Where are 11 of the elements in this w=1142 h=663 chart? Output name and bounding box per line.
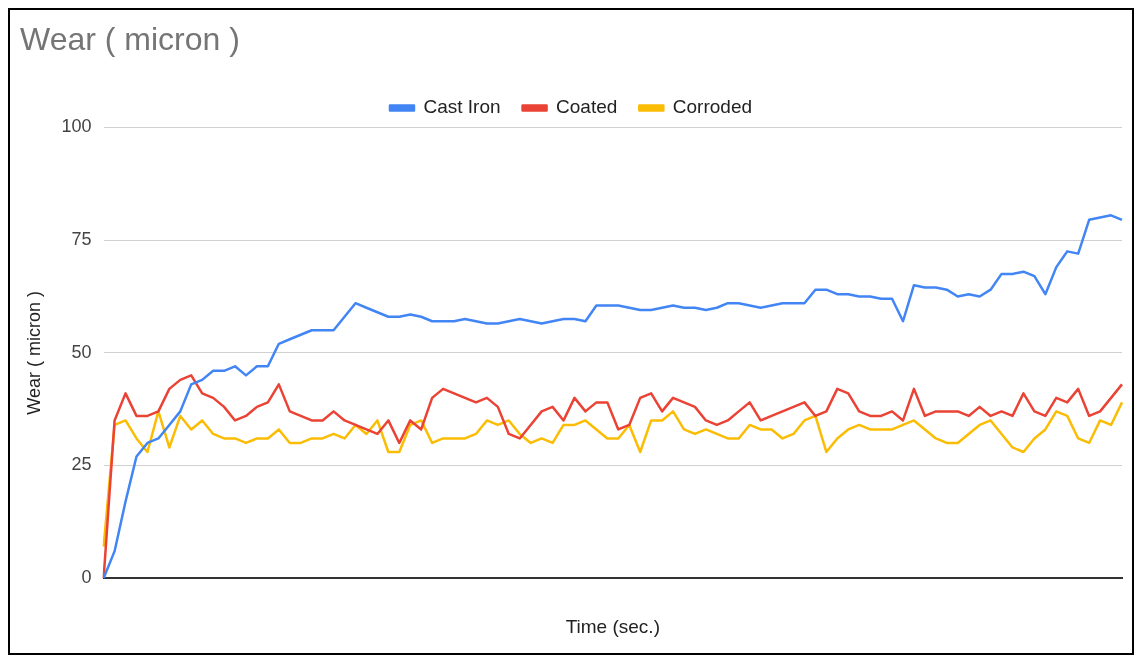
y-tick-label: 50 <box>71 341 92 362</box>
legend-label: Coated <box>556 96 618 118</box>
chart-title: Wear ( micron ) <box>20 21 240 58</box>
y-tick-label: 75 <box>71 229 92 250</box>
legend-label: Cast Iron <box>423 96 501 118</box>
x-axis-title: Time (sec.) <box>565 615 660 637</box>
legend-label: Corroded <box>672 96 753 118</box>
y-axis-title: Wear ( micron ) <box>23 290 44 415</box>
y-tick-label: 100 <box>61 116 92 137</box>
y-tick-label: 25 <box>71 454 92 475</box>
y-tick-label: 0 <box>81 567 92 588</box>
